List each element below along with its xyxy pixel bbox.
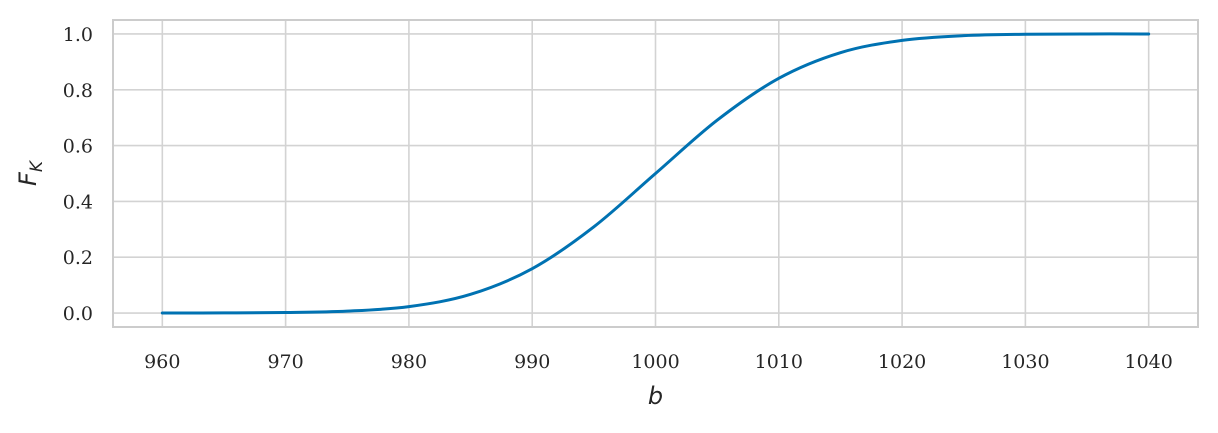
y-axis-label-subscript: K xyxy=(27,159,47,172)
y-tick-label: 1.0 xyxy=(63,24,93,46)
x-tick-labels: 960 970 980 990 1000 1010 1020 1030 1040 xyxy=(144,351,1173,373)
x-tick-label: 1010 xyxy=(755,351,803,373)
x-tick-label: 1020 xyxy=(878,351,926,373)
plot-frame xyxy=(112,19,1199,328)
x-tick-label: 1030 xyxy=(1001,351,1049,373)
y-tick-label: 0.8 xyxy=(63,80,93,102)
x-tick-label: 1000 xyxy=(631,351,679,373)
y-axis-label-main: F xyxy=(14,171,42,186)
x-tick-label: 990 xyxy=(514,351,550,373)
x-tick-label: 960 xyxy=(144,351,180,373)
y-tick-label: 0.0 xyxy=(63,303,93,325)
cdf-line xyxy=(160,32,1151,315)
x-tick-label: 980 xyxy=(391,351,427,373)
y-tick-label: 0.2 xyxy=(63,247,93,269)
x-tick-label: 1040 xyxy=(1125,351,1173,373)
x-tick-label: 970 xyxy=(267,351,303,373)
y-tick-label: 0.6 xyxy=(63,136,93,158)
x-axis-label: b xyxy=(648,382,663,410)
y-tick-labels: 0.0 0.2 0.4 0.6 0.8 1.0 xyxy=(63,24,93,325)
y-tick-label: 0.4 xyxy=(63,191,93,213)
y-axis-label: FK xyxy=(14,159,47,186)
